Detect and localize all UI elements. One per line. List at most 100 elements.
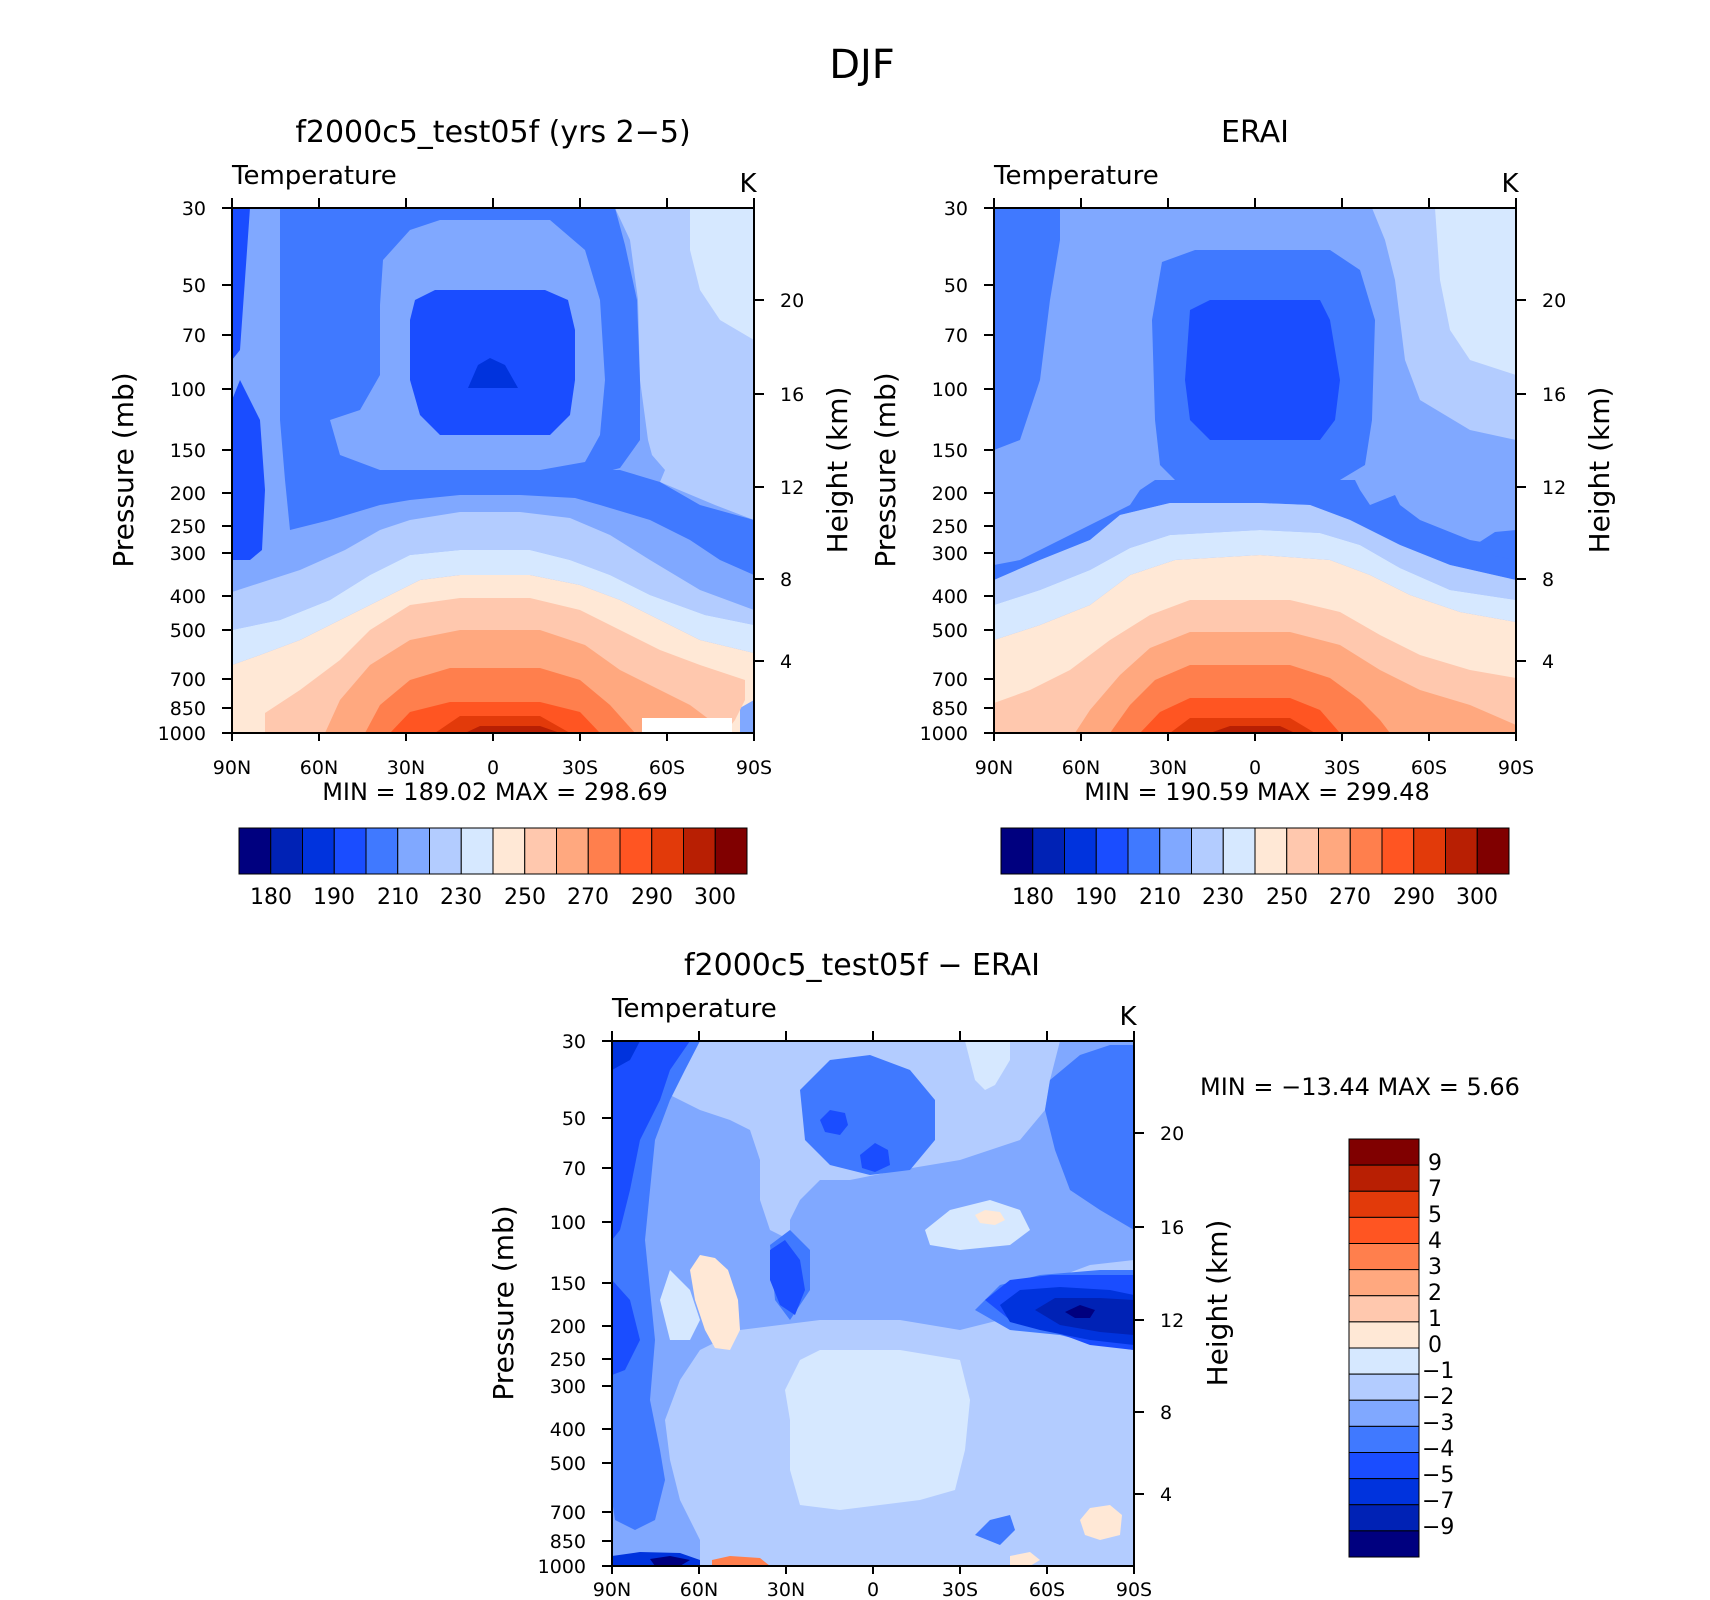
x-tick-label: 30S bbox=[942, 1579, 978, 1600]
colorbar-swatch bbox=[1000, 827, 1034, 875]
contour-field bbox=[994, 208, 1516, 733]
x-tick-label: 0 bbox=[867, 1579, 879, 1600]
colorbar-tick-label: −9 bbox=[1422, 1515, 1454, 1540]
colorbar-tick-label: −2 bbox=[1422, 1385, 1454, 1410]
contour-band bbox=[690, 208, 754, 340]
y-tick-label: 70 bbox=[182, 325, 206, 347]
colorbar-swatch bbox=[1191, 827, 1224, 875]
contour-band bbox=[232, 512, 754, 630]
height-tick-label: 20 bbox=[1542, 290, 1566, 312]
height-tick-label: 8 bbox=[1542, 569, 1554, 591]
contour-band bbox=[994, 208, 1060, 450]
panel-model: f2000c5_test05f (yrs 2−5) Temperature K bbox=[107, 115, 854, 910]
height-axis-ticks bbox=[1134, 1132, 1144, 1495]
y-tick-label: 700 bbox=[170, 669, 206, 691]
y-tick-label: 30 bbox=[944, 198, 968, 220]
height-axis-label: Height (km) bbox=[1201, 1220, 1234, 1387]
y-tick-label: 70 bbox=[944, 325, 968, 347]
height-tick-label: 8 bbox=[780, 569, 792, 591]
colorbar-swatch bbox=[1348, 1243, 1420, 1271]
colorbar-swatch bbox=[587, 827, 621, 875]
colorbar-tick-label: 290 bbox=[1393, 885, 1435, 910]
y-tick-label: 400 bbox=[550, 1419, 586, 1441]
colorbar-tick-label: 290 bbox=[631, 885, 673, 910]
y-tick-label: 30 bbox=[182, 198, 206, 220]
contour-band bbox=[465, 726, 560, 733]
colorbar-tick-label: 7 bbox=[1428, 1177, 1442, 1202]
colorbar-swatch bbox=[1348, 1164, 1420, 1192]
contour-band bbox=[1185, 300, 1340, 440]
panel-reanalysis: ERAI Temperature K bbox=[869, 115, 1616, 910]
y-tick-label: 150 bbox=[170, 440, 206, 462]
colorbar-swatch bbox=[619, 827, 653, 875]
height-tick-labels: 20 16 12 8 4 bbox=[1160, 1123, 1184, 1506]
colorbar-swatch bbox=[651, 827, 684, 875]
y-tick-label: 850 bbox=[550, 1531, 586, 1553]
x-tick-label: 30S bbox=[562, 757, 598, 779]
contour-band bbox=[1010, 1552, 1040, 1566]
x-tick-label: 60S bbox=[649, 757, 685, 779]
panel-left-label: Temperature bbox=[611, 994, 777, 1024]
colorbar: 180 190 210 230 250 270 290 300 bbox=[238, 827, 748, 910]
panel-units-label: K bbox=[739, 169, 757, 199]
colorbar-tick-label: 270 bbox=[567, 885, 609, 910]
height-axis-ticks bbox=[1516, 299, 1526, 662]
colorbar-swatch bbox=[1381, 827, 1415, 875]
contour-band bbox=[650, 1556, 690, 1566]
colorbar-swatches bbox=[238, 827, 748, 875]
y-tick-label: 100 bbox=[932, 379, 968, 401]
colorbar-swatch bbox=[1222, 827, 1256, 875]
colorbar-swatch bbox=[397, 827, 430, 875]
colorbar-swatch bbox=[238, 827, 272, 875]
y-tick-label: 1000 bbox=[920, 723, 968, 745]
height-axis-label: Height (km) bbox=[821, 387, 854, 554]
y-axis-label: Pressure (mb) bbox=[487, 1205, 520, 1400]
contour-band bbox=[820, 1110, 848, 1135]
colorbar-swatch bbox=[1349, 827, 1383, 875]
y-tick-label: 300 bbox=[550, 1376, 586, 1398]
contour-band bbox=[770, 1240, 805, 1315]
y-tick-labels: 30 50 70 100 150 200 250 300 400 500 700… bbox=[538, 1031, 586, 1578]
colorbar-swatch bbox=[1348, 1321, 1420, 1349]
height-tick-label: 12 bbox=[1542, 477, 1566, 499]
colorbar-swatch bbox=[714, 827, 748, 875]
colorbar-tick-label: 210 bbox=[1139, 885, 1181, 910]
height-tick-label: 8 bbox=[1160, 1402, 1172, 1424]
contour-band bbox=[468, 358, 518, 388]
panel-left-label: Temperature bbox=[993, 161, 1159, 191]
x-axis-ticks bbox=[993, 198, 1517, 741]
y-axis-ticks bbox=[602, 1040, 612, 1567]
height-tick-label: 12 bbox=[780, 477, 804, 499]
y-tick-label: 850 bbox=[170, 698, 206, 720]
y-tick-label: 100 bbox=[550, 1212, 586, 1234]
y-tick-label: 1000 bbox=[538, 1556, 586, 1578]
colorbar-tick-label: 4 bbox=[1428, 1229, 1442, 1254]
min-max-stats: MIN = −13.44 MAX = 5.66 bbox=[1200, 1073, 1520, 1101]
colorbar-tick-label: 300 bbox=[1456, 885, 1498, 910]
y-tick-label: 250 bbox=[550, 1349, 586, 1371]
colorbar-tick-label: −7 bbox=[1422, 1489, 1454, 1514]
colorbar-swatches bbox=[1000, 827, 1510, 875]
y-tick-label: 200 bbox=[550, 1316, 586, 1338]
x-tick-label: 30N bbox=[1149, 757, 1187, 779]
x-tick-label: 90N bbox=[213, 757, 251, 779]
y-tick-label: 400 bbox=[932, 586, 968, 608]
y-tick-label: 150 bbox=[932, 440, 968, 462]
x-tick-label: 30N bbox=[767, 1579, 805, 1600]
x-tick-label: 90S bbox=[1498, 757, 1534, 779]
contour-band bbox=[232, 208, 754, 575]
colorbar-swatch bbox=[460, 827, 494, 875]
y-tick-label: 100 bbox=[170, 379, 206, 401]
height-tick-label: 16 bbox=[1542, 384, 1566, 406]
x-tick-label: 60S bbox=[1029, 1579, 1065, 1600]
colorbar-tick-labels: 180 190 210 230 250 270 290 300 bbox=[1012, 885, 1498, 910]
colorbar-swatch bbox=[1348, 1347, 1420, 1375]
colorbar-swatch bbox=[683, 827, 716, 875]
x-tick-label: 90S bbox=[736, 757, 772, 779]
y-tick-label: 50 bbox=[562, 1108, 586, 1130]
min-max-stats: MIN = 189.02 MAX = 298.69 bbox=[322, 778, 668, 806]
y-tick-labels: 30 50 70 100 150 200 250 300 400 500 700… bbox=[920, 198, 968, 745]
height-tick-label: 12 bbox=[1160, 1310, 1184, 1332]
colorbar: 180 190 210 230 250 270 290 300 bbox=[1000, 827, 1510, 910]
colorbar-tick-label: 190 bbox=[313, 885, 355, 910]
